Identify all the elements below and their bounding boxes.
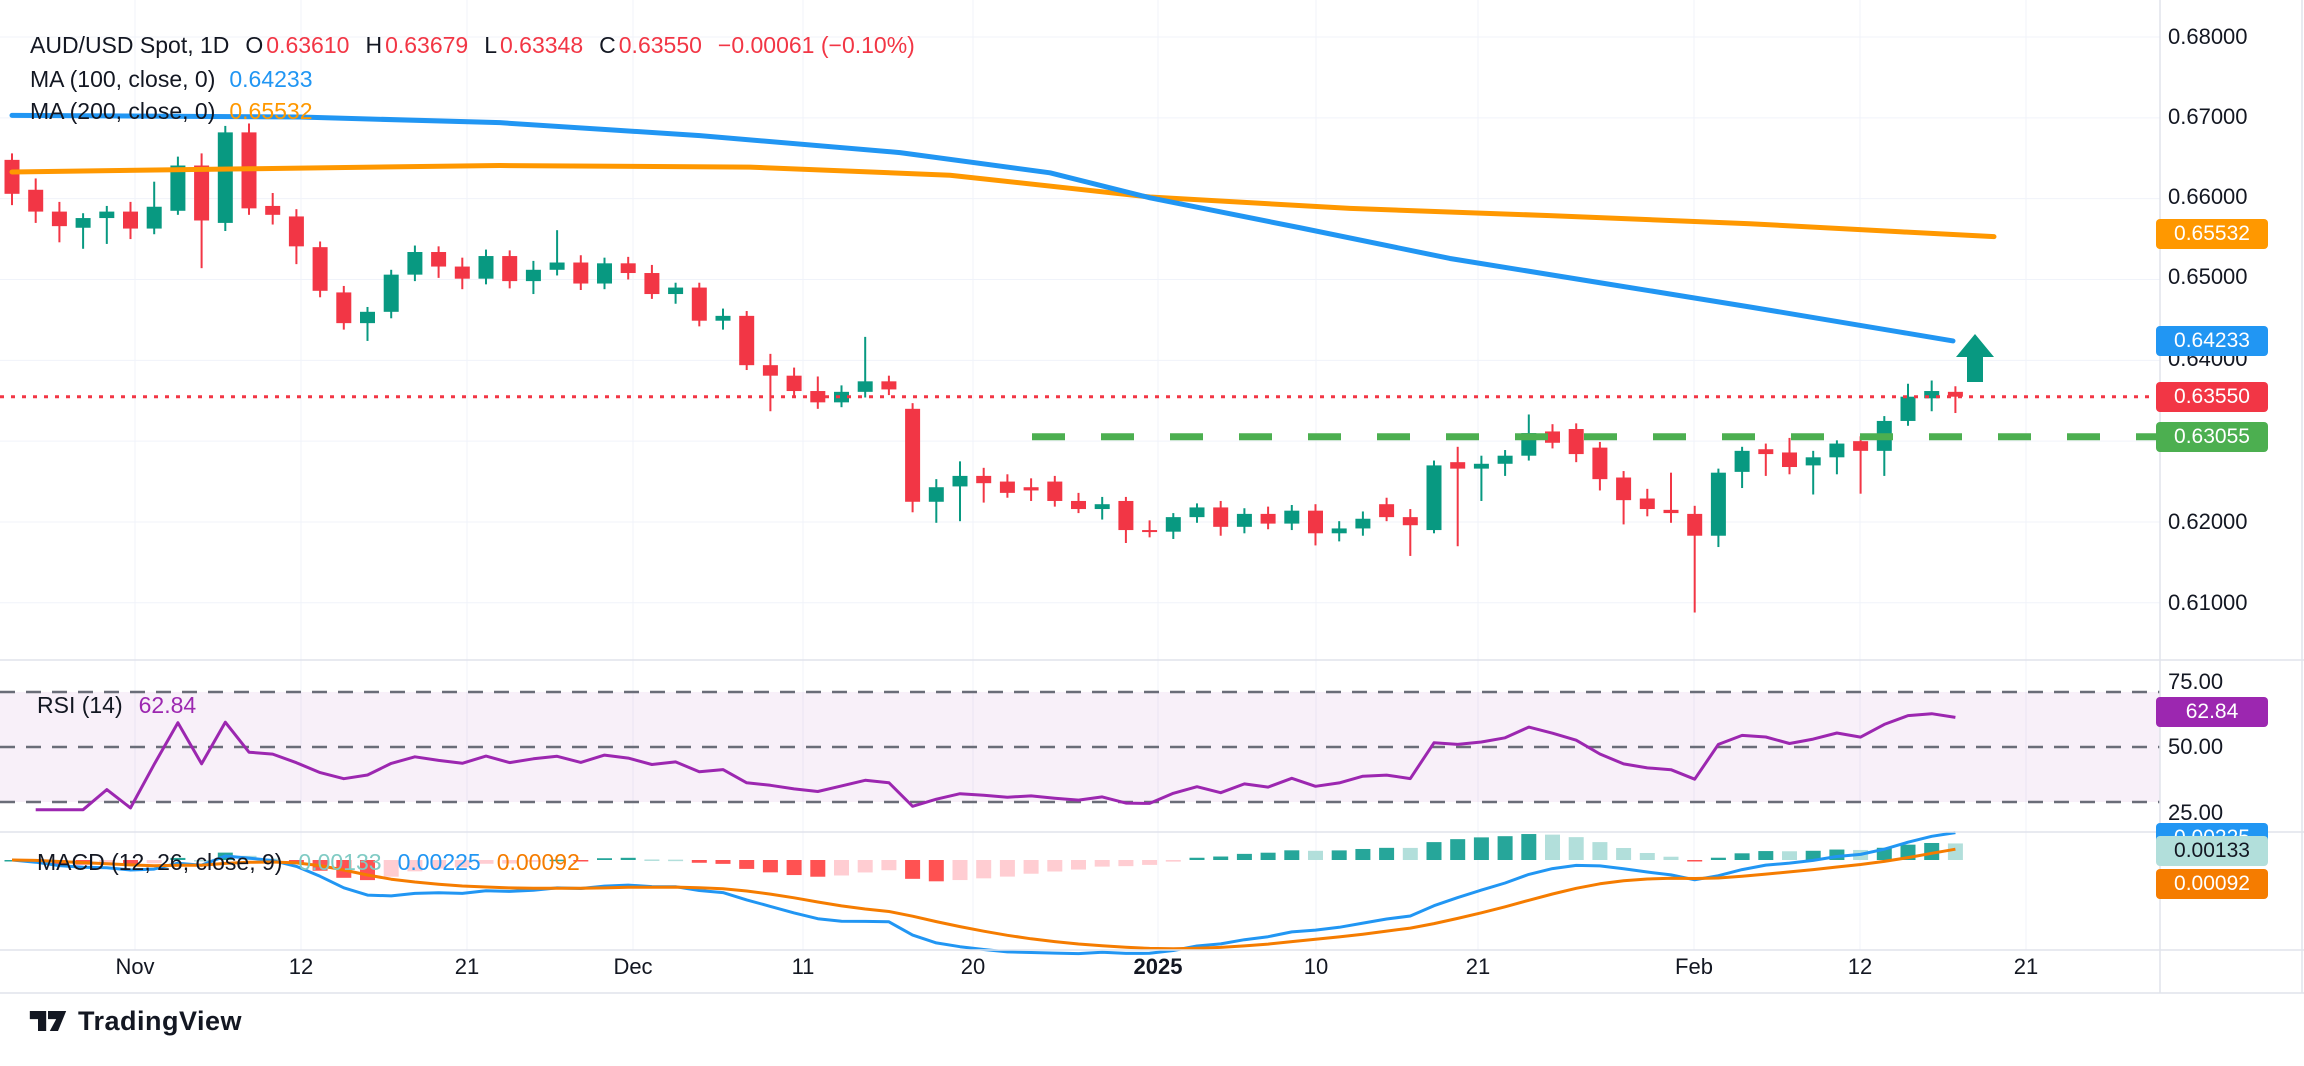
time-tick-label: Feb <box>1675 954 1713 979</box>
rsi-legend[interactable]: RSI (14) 62.84 <box>37 691 196 719</box>
time-tick-label: Nov <box>115 954 155 979</box>
change-value: −0.00061 (−0.10%) <box>717 32 915 58</box>
symbol-legend[interactable]: AUD/USD Spot, 1D O 0.63610 H 0.63679 L 0.63… <box>30 30 915 60</box>
time-tick-label: 21 <box>2013 954 2039 979</box>
price-badge: 0.63055 <box>2156 422 2268 452</box>
high-label: H <box>365 32 383 58</box>
tradingview-logo-icon <box>29 1011 67 1031</box>
macd-hist-value: 0.00133 <box>298 849 382 875</box>
ma200-label: MA (200, close, 0) <box>30 98 216 124</box>
time-tick-label: Dec <box>613 954 653 979</box>
rsi-value: 62.84 <box>138 692 197 718</box>
open-label: O <box>245 32 264 58</box>
price-tick-label: 0.61000 <box>2168 590 2248 615</box>
time-tick-label: 12 <box>1847 954 1873 979</box>
price-badge: 0.63550 <box>2156 382 2268 412</box>
time-tick-label: 12 <box>288 954 314 979</box>
time-tick-label: 11 <box>791 954 815 979</box>
price-tick-label: 0.62000 <box>2168 509 2248 534</box>
ma100-value: 0.64233 <box>229 66 313 92</box>
price-badge: 0.64233 <box>2156 326 2268 356</box>
tradingview-logo-text: TradingView <box>78 1005 243 1036</box>
price-tick-label: 0.68000 <box>2168 24 2248 49</box>
ma200-legend[interactable]: MA (200, close, 0) 0.65532 <box>30 96 313 126</box>
time-tick-label: 20 <box>960 954 986 979</box>
symbol-title: AUD/USD Spot, 1D <box>30 32 230 58</box>
tradingview-logo[interactable]: TradingView <box>28 1003 242 1039</box>
rsi-tick-label: 50.00 <box>2168 734 2224 759</box>
price-tick-label: 0.67000 <box>2168 104 2248 129</box>
macd-line-value: 0.00225 <box>397 849 481 875</box>
ma100-legend[interactable]: MA (100, close, 0) 0.64233 <box>30 64 313 94</box>
open-value: 0.63610 <box>266 32 350 58</box>
price-tick-label: 0.66000 <box>2168 184 2248 209</box>
time-tick-label: 21 <box>454 954 480 979</box>
close-label: C <box>599 32 616 58</box>
close-value: 0.63550 <box>618 32 702 58</box>
rsi-label: RSI (14) <box>37 692 123 718</box>
time-tick-label: 2025 <box>1133 954 1183 979</box>
high-value: 0.63679 <box>385 32 469 58</box>
ma200-value: 0.65532 <box>229 98 313 124</box>
low-value: 0.63348 <box>500 32 584 58</box>
macd-signal-value: 0.00092 <box>496 849 580 875</box>
price-badge: 62.84 <box>2156 697 2268 727</box>
rsi-tick-label: 75.00 <box>2168 669 2224 694</box>
time-tick-label: 10 <box>1303 954 1329 979</box>
ma100-label: MA (100, close, 0) <box>30 66 216 92</box>
macd-label: MACD (12, 26, close, 9) <box>37 849 283 875</box>
time-tick-label: 21 <box>1465 954 1491 979</box>
price-badge: 0.00133 <box>2156 836 2268 866</box>
up-arrow-marker <box>1956 334 1994 382</box>
price-badge: 0.00092 <box>2156 869 2268 899</box>
macd-legend[interactable]: MACD (12, 26, close, 9) 0.00133 0.00225 … <box>37 848 580 876</box>
price-tick-label: 0.65000 <box>2168 264 2248 289</box>
low-label: L <box>484 32 497 58</box>
rsi-tick-label: 25.00 <box>2168 800 2224 825</box>
price-badge: 0.65532 <box>2156 219 2268 249</box>
